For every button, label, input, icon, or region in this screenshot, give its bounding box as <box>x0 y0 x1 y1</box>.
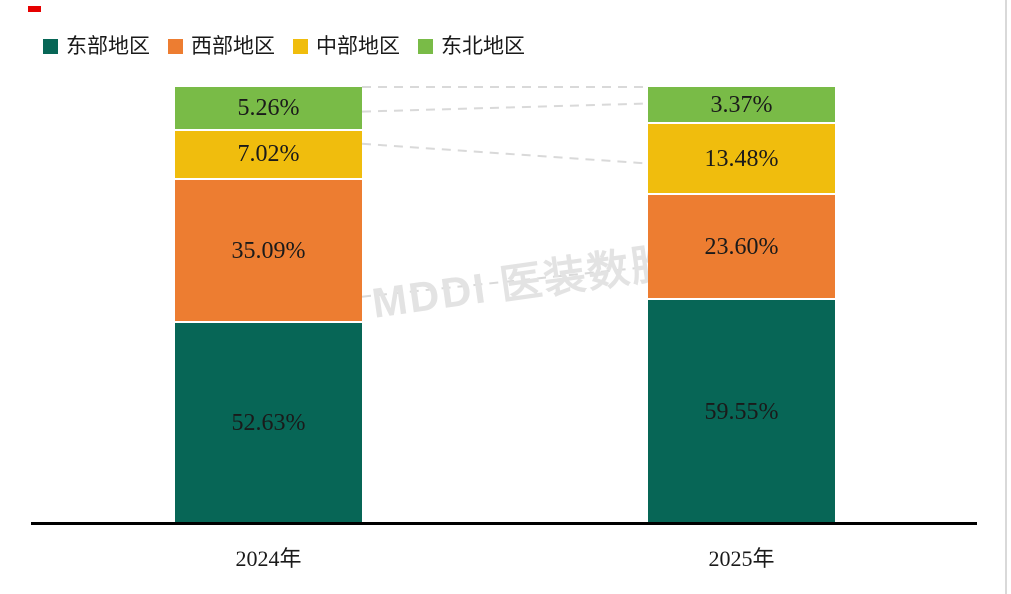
bar-segment-东北地区-2024年: 5.26% <box>175 87 362 129</box>
x-axis-label-2024年: 2024年 <box>235 546 302 571</box>
watermark: MDDI 医装数胜 <box>369 237 678 327</box>
legend-label: 西部地区 <box>191 34 275 58</box>
segment-value-label: 23.60% <box>704 233 779 260</box>
bar-segment-中部地区-2025年: 13.48% <box>648 124 835 194</box>
legend-swatch-icon <box>293 39 308 54</box>
segment-value-label: 35.09% <box>231 237 306 264</box>
bar-segment-东北地区-2025年: 3.37% <box>648 87 835 123</box>
x-axis-line <box>31 522 977 525</box>
segment-value-label: 5.26% <box>237 94 300 121</box>
page-edge-line <box>1005 0 1007 594</box>
legend-label: 东北地区 <box>441 34 525 58</box>
legend-item-3: 东北地区 <box>418 36 525 57</box>
segment-value-label: 59.55% <box>704 398 779 425</box>
bar-segment-东部地区-2024年: 52.63% <box>175 323 362 523</box>
segment-value-label: 3.37% <box>710 91 773 118</box>
red-corner-mark <box>28 6 41 12</box>
legend-swatch-icon <box>43 39 58 54</box>
legend-item-2: 中部地区 <box>293 36 400 57</box>
connector-dashed-line <box>361 142 649 165</box>
segment-value-label: 52.63% <box>231 410 306 437</box>
bar-segment-西部地区-2025年: 23.60% <box>648 195 835 299</box>
bar-segment-西部地区-2024年: 35.09% <box>175 180 362 322</box>
segment-value-label: 13.48% <box>704 145 779 172</box>
chart-legend: 东部地区 西部地区 中部地区 东北地区 <box>43 36 525 57</box>
legend-item-1: 西部地区 <box>168 36 275 57</box>
bar-segment-中部地区-2024年: 7.02% <box>175 130 362 179</box>
legend-label: 中部地区 <box>316 34 400 58</box>
legend-label: 东部地区 <box>66 34 150 58</box>
segment-value-label: 7.02% <box>237 141 300 168</box>
legend-swatch-icon <box>168 39 183 54</box>
x-axis-label-2025年: 2025年 <box>708 546 775 571</box>
stacked-bar-2025年: 3.37% 13.48% 23.60% 59.55% <box>648 87 835 523</box>
legend-swatch-icon <box>418 39 433 54</box>
connector-dashed-line <box>361 102 649 113</box>
legend-item-0: 东部地区 <box>43 36 150 57</box>
stacked-bar-2024年: 5.26% 7.02% 35.09% 52.63% <box>175 87 362 523</box>
bar-segment-东部地区-2025年: 59.55% <box>648 300 835 523</box>
connector-dashed-line <box>361 265 649 298</box>
